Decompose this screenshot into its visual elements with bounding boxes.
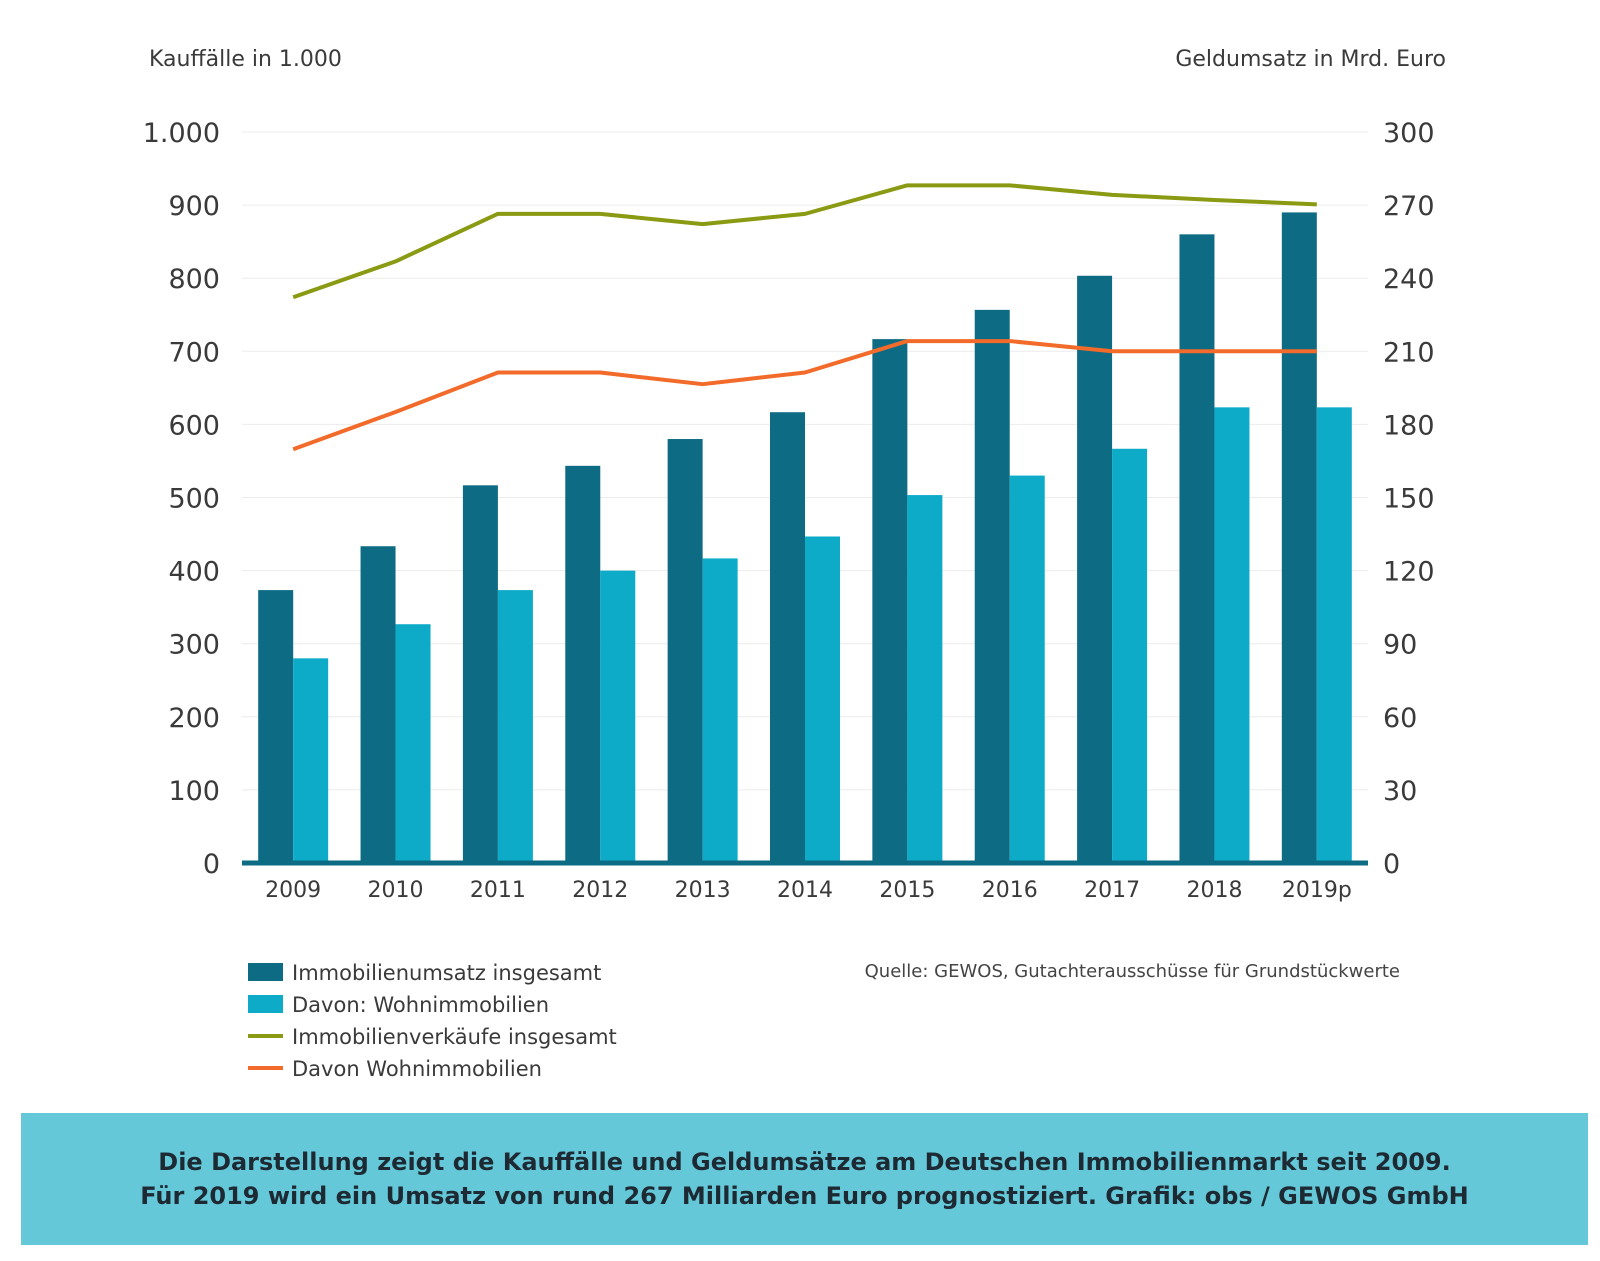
bar-immobilienumsatz [565,465,601,863]
source-note: Quelle: GEWOS, Gutachterausschüsse für G… [865,961,1400,982]
left-tick-label: 0 [203,849,220,880]
bar-wohnimmobilien-umsatz [293,658,329,863]
right-axis-ticks: 0 30 60 90 120 150 180 210 240 270 300 [1383,118,1435,880]
bar-immobilienumsatz [1179,234,1215,864]
x-tick-label: 2010 [368,878,424,903]
left-tick-label: 800 [168,264,220,295]
legend-swatch [248,963,283,981]
x-tick-label: 2018 [1186,878,1242,903]
x-tick-label: 2016 [982,878,1038,903]
caption-box: Die Darstellung zeigt die Kauffälle und … [21,1113,1588,1245]
x-tick-label: 2015 [879,878,935,903]
legend-label: Immobilienumsatz insgesamt [292,961,601,985]
bar-wohnimmobilien-umsatz [1316,407,1352,863]
bar-immobilienumsatz [462,485,498,863]
bar-immobilienumsatz [872,339,908,863]
x-tick-label: 2012 [572,878,628,903]
left-tick-label: 1.000 [143,118,220,149]
lines [292,183,1317,452]
right-tick-label: 30 [1383,776,1417,807]
bar-immobilienumsatz [1077,275,1113,864]
line-wohnimmobilien-verkaeufe [292,339,1317,452]
right-tick-label: 60 [1383,703,1417,734]
right-axis-title: Geldumsatz in Mrd. Euro [1175,47,1446,72]
legend-label: Davon Wohnimmobilien [292,1057,542,1081]
left-tick-label: 200 [168,703,220,734]
right-tick-label: 240 [1383,264,1435,295]
x-axis-categories: 2009 2010 2011 2012 2013 2014 2015 2016 2017 2018… [265,878,1352,903]
bar-immobilienumsatz [974,309,1010,863]
bar-wohnimmobilien-umsatz [907,495,943,863]
bar-wohnimmobilien-umsatz [1214,407,1250,863]
bar-wohnimmobilien-umsatz [600,570,636,863]
left-tick-label: 100 [168,776,220,807]
x-tick-label: 2014 [777,878,833,903]
left-axis-title: Kauffälle in 1.000 [149,47,342,72]
left-tick-label: 500 [168,484,220,515]
legend-label: Davon: Wohnimmobilien [292,993,549,1017]
right-tick-label: 90 [1383,630,1417,661]
left-tick-label: 300 [168,630,220,661]
x-tick-label: 2017 [1084,878,1140,903]
bar-wohnimmobilien-umsatz [702,558,738,863]
left-tick-label: 400 [168,557,220,588]
left-tick-label: 700 [168,337,220,368]
caption-line-1: Die Darstellung zeigt die Kauffälle und … [158,1148,1451,1176]
caption-line-2: Für 2019 wird ein Umsatz von rund 267 Mi… [140,1182,1469,1210]
right-tick-label: 180 [1383,410,1435,441]
legend: Immobilienumsatz insgesamt Davon: Wohnimm… [248,961,617,1081]
bar-immobilienumsatz [360,546,396,863]
x-tick-label: 2011 [470,878,526,903]
right-tick-label: 120 [1383,557,1435,588]
bar-wohnimmobilien-umsatz [1009,475,1045,863]
bar-immobilienumsatz [770,412,805,863]
bar-wohnimmobilien-umsatz [395,624,431,863]
left-tick-label: 600 [168,410,220,441]
x-tick-label: 2009 [265,878,321,903]
legend-swatch [248,995,283,1013]
x-tick-label: 2019p [1282,878,1352,903]
right-tick-label: 300 [1383,118,1435,149]
left-tick-label: 900 [168,191,220,222]
bar-immobilienumsatz [258,590,294,863]
bars [258,212,1352,864]
bar-immobilienumsatz [1281,212,1317,863]
legend-label: Immobilienverkäufe insgesamt [292,1025,617,1049]
bar-wohnimmobilien-umsatz [805,536,840,863]
line-immobilienverkaeufe [292,183,1317,300]
bar-wohnimmobilien-umsatz [497,590,533,863]
left-axis-ticks: 0 100 200 300 400 500 600 700 800 900 1.000 [143,118,220,880]
right-tick-label: 270 [1383,191,1435,222]
bar-wohnimmobilien-umsatz [1112,448,1148,863]
x-tick-label: 2013 [675,878,731,903]
right-tick-label: 210 [1383,337,1435,368]
bar-immobilienumsatz [667,439,703,863]
right-tick-label: 0 [1383,849,1400,880]
right-tick-label: 150 [1383,484,1435,515]
